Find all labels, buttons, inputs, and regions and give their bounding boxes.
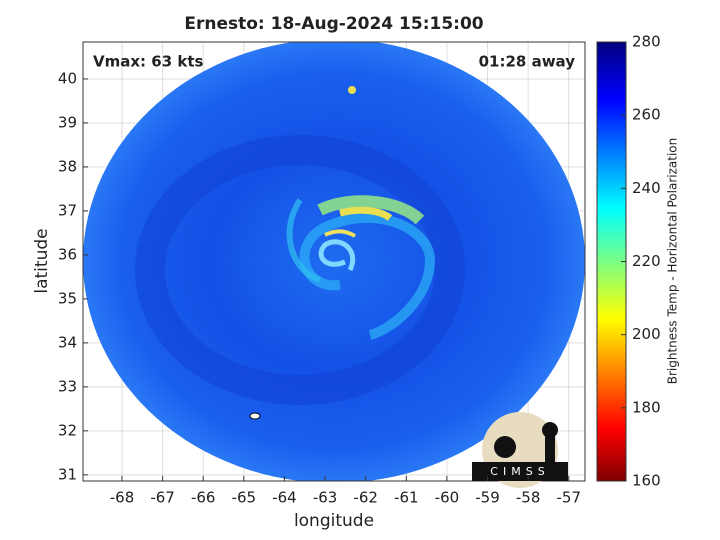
- y-tick-label: 40: [58, 69, 77, 87]
- annotation: 01:28 away: [479, 53, 576, 71]
- colorbar-label: Brightness Temp - Horizontal Polarizatio…: [666, 138, 680, 385]
- x-tick-label: -58: [516, 489, 541, 507]
- y-tick-label: 35: [58, 289, 77, 307]
- colorbar-tick-label: 240: [632, 179, 661, 197]
- x-tick-label: -68: [110, 489, 135, 507]
- logo-text: CIMSS: [490, 465, 549, 478]
- x-axis-label: longitude: [294, 511, 374, 531]
- y-tick-label: 34: [58, 333, 77, 351]
- x-tick-label: -59: [475, 489, 500, 507]
- y-tick-label: 36: [58, 245, 77, 263]
- y-axis-label: latitude: [32, 228, 52, 293]
- x-tick-label: -57: [557, 489, 582, 507]
- colorbar-tick-label: 160: [632, 472, 661, 490]
- colorbar-tick-label: 200: [632, 325, 661, 343]
- x-tick-label: -66: [191, 489, 216, 507]
- cimss-logo: CIMSS: [472, 412, 568, 488]
- x-tick-label: -62: [353, 489, 378, 507]
- colorbar-tick-label: 220: [632, 252, 661, 270]
- annotation: Vmax: 63 kts: [93, 53, 203, 71]
- y-tick-label: 39: [58, 113, 77, 131]
- y-tick-label: 32: [58, 421, 77, 439]
- x-tick-label: -65: [232, 489, 257, 507]
- brightness-image: [83, 42, 585, 481]
- x-tick-label: -63: [313, 489, 338, 507]
- y-tick-label: 31: [58, 465, 77, 483]
- colorbar-tick-label: 180: [632, 398, 661, 416]
- x-tick-label: -67: [150, 489, 175, 507]
- x-tick-label: -64: [272, 489, 297, 507]
- chart-title: Ernesto: 18-Aug-2024 15:15:00: [184, 14, 483, 34]
- colorbar-tick-label: 280: [632, 33, 661, 51]
- y-tick-label: 38: [58, 157, 77, 175]
- x-tick-label: -60: [435, 489, 460, 507]
- y-tick-label: 33: [58, 377, 77, 395]
- y-tick-label: 37: [58, 201, 77, 219]
- plot-frame: [82, 41, 586, 482]
- x-tick-label: -61: [394, 489, 419, 507]
- colorbar-tick-label: 260: [632, 106, 661, 124]
